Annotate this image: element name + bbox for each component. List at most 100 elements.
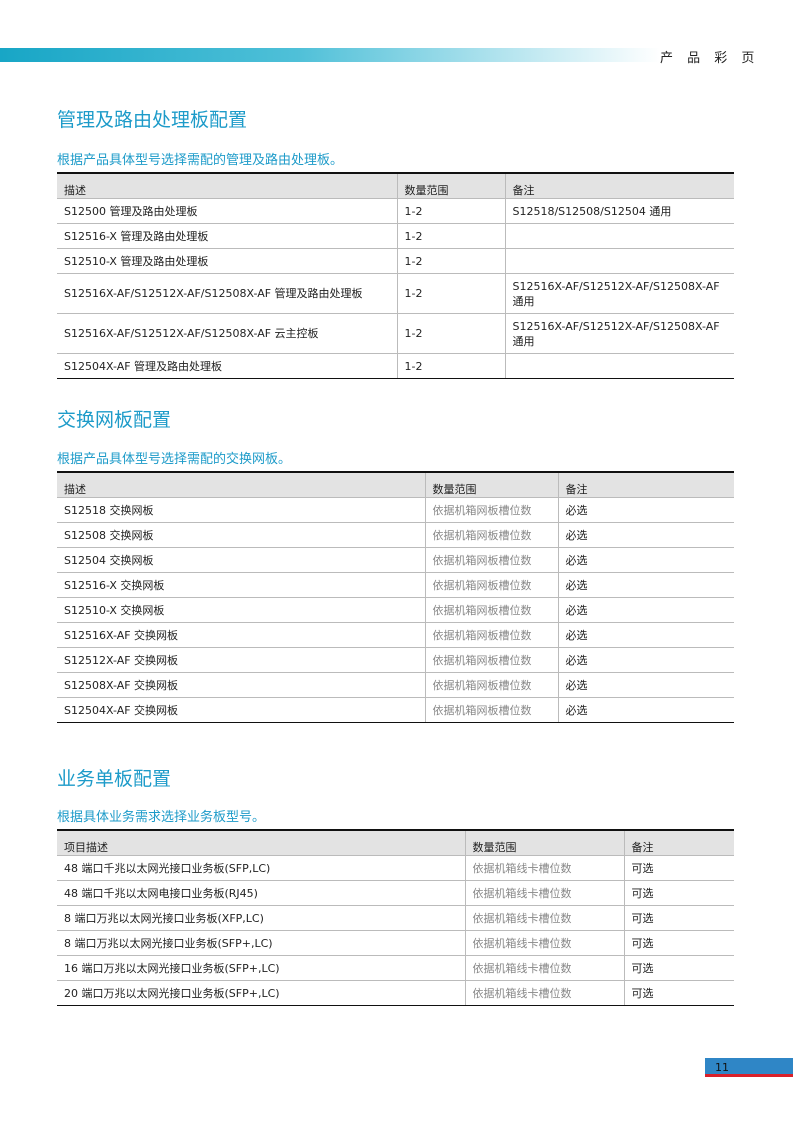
table-cell: 1-2 <box>396 198 505 224</box>
table-cell: S12512X-AF 交换网板 <box>57 647 425 673</box>
table-cell: S12504 交换网板 <box>57 547 425 573</box>
table-cell: S12504X-AF 交换网板 <box>57 697 425 723</box>
section-subtitle: 根据产品具体型号选择需配的管理及路由处理板。 <box>57 153 344 168</box>
table-cell: 可选 <box>623 880 734 906</box>
section-title: 业务单板配置 <box>57 768 172 790</box>
header-gradient-bar <box>0 48 660 62</box>
column-header: 备注 <box>504 173 734 199</box>
table-cell: 必选 <box>557 647 734 673</box>
table-row: S12516-X 管理及路由处理板 1-2 <box>57 223 734 249</box>
table-cell: 可选 <box>623 955 734 981</box>
column-header: 描述 <box>64 184 86 197</box>
table-row: S12508 交换网板 依据机箱网板槽位数 必选 <box>57 522 734 548</box>
table-row: 8 端口万兆以太网光接口业务板(XFP,LC) 依据机箱线卡槽位数 可选 <box>57 905 734 931</box>
table-cell: 48 端口千兆以太网电接口业务板(RJ45) <box>57 880 465 906</box>
table-cell: S12518/S12508/S12504 通用 <box>504 198 734 224</box>
column-header: 数量范围 <box>464 830 624 856</box>
table-row: 48 端口千兆以太网电接口业务板(RJ45) 依据机箱线卡槽位数 可选 <box>57 880 734 906</box>
table-row: S12508X-AF 交换网板 依据机箱网板槽位数 必选 <box>57 672 734 698</box>
header-label: 产 品 彩 页 <box>660 51 760 66</box>
table-cell: 依据机箱线卡槽位数 <box>464 980 624 1006</box>
table-row: S12510-X 管理及路由处理板 1-2 <box>57 248 734 274</box>
table-cell: 必选 <box>557 597 734 623</box>
table-row: S12516X-AF/S12512X-AF/S12508X-AF 云主控板 1-2… <box>57 313 734 354</box>
table-cell: 必选 <box>557 497 734 523</box>
table-header-row: 项目描述 数量范围 备注 <box>57 830 734 856</box>
table-cell <box>504 353 734 379</box>
table-cell: 8 端口万兆以太网光接口业务板(SFP+,LC) <box>57 930 465 956</box>
table-row: S12504X-AF 管理及路由处理板 1-2 <box>57 353 734 379</box>
section-title: 交换网板配置 <box>57 409 172 431</box>
table-cell: S12518 交换网板 <box>57 497 425 523</box>
table-cell: S12516X-AF/S12512X-AF/S12508X-AF 通用 <box>504 313 734 354</box>
page-number: 11 <box>705 1058 793 1077</box>
column-header: 数量范围 <box>424 472 558 498</box>
table-cell: S12508X-AF 交换网板 <box>57 672 425 698</box>
table-row: 16 端口万兆以太网光接口业务板(SFP+,LC) 依据机箱线卡槽位数 可选 <box>57 955 734 981</box>
table-cell: S12516X-AF/S12512X-AF/S12508X-AF 管理及路由处理… <box>57 273 397 314</box>
column-header: 项目描述 <box>64 841 108 854</box>
table-cell: 1-2 <box>396 313 505 354</box>
table-cell: 依据机箱网板槽位数 <box>424 497 558 523</box>
table-cell: S12516X-AF 交换网板 <box>57 622 425 648</box>
section-title: 管理及路由处理板配置 <box>57 109 248 131</box>
table-cell: S12510-X 交换网板 <box>57 597 425 623</box>
linecard-table: 项目描述 数量范围 备注 48 端口千兆以太网光接口业务板(SFP,LC) 依据机箱线卡… <box>57 829 734 1006</box>
table-cell: 可选 <box>623 855 734 881</box>
table-cell: 20 端口万兆以太网光接口业务板(SFP+,LC) <box>57 980 465 1006</box>
table-row: 48 端口千兆以太网光接口业务板(SFP,LC) 依据机箱线卡槽位数 可选 <box>57 855 734 881</box>
fabric-table: 描述 数量范围 备注 S12518 交换网板 依据机箱网板槽位数 必选 S12508 交换网… <box>57 471 734 723</box>
table-cell: S12516-X 交换网板 <box>57 572 425 598</box>
table-cell: 必选 <box>557 697 734 723</box>
table-cell: 依据机箱网板槽位数 <box>424 597 558 623</box>
table-row: 20 端口万兆以太网光接口业务板(SFP+,LC) 依据机箱线卡槽位数 可选 <box>57 980 734 1006</box>
table-cell: 1-2 <box>396 353 505 379</box>
table-cell: 依据机箱网板槽位数 <box>424 622 558 648</box>
column-header: 备注 <box>557 472 734 498</box>
table-cell: 可选 <box>623 930 734 956</box>
table-cell: 可选 <box>623 905 734 931</box>
table-cell: 1-2 <box>396 273 505 314</box>
table-cell: 1-2 <box>396 248 505 274</box>
table-cell: 依据机箱线卡槽位数 <box>464 855 624 881</box>
table-cell: S12516X-AF/S12512X-AF/S12508X-AF 云主控板 <box>57 313 397 354</box>
table-cell: 必选 <box>557 622 734 648</box>
mpu-table: 描述 数量范围 备注 S12500 管理及路由处理板 1-2 S12518/S12508/… <box>57 172 734 379</box>
table-cell: 依据机箱网板槽位数 <box>424 672 558 698</box>
table-cell: 8 端口万兆以太网光接口业务板(XFP,LC) <box>57 905 465 931</box>
table-cell: S12504X-AF 管理及路由处理板 <box>57 353 397 379</box>
table-row: S12504 交换网板 依据机箱网板槽位数 必选 <box>57 547 734 573</box>
column-header: 数量范围 <box>396 173 505 199</box>
table-row: 8 端口万兆以太网光接口业务板(SFP+,LC) 依据机箱线卡槽位数 可选 <box>57 930 734 956</box>
table-cell: 必选 <box>557 547 734 573</box>
table-cell: S12516-X 管理及路由处理板 <box>57 223 397 249</box>
table-cell: S12500 管理及路由处理板 <box>57 198 397 224</box>
table-row: S12512X-AF 交换网板 依据机箱网板槽位数 必选 <box>57 647 734 673</box>
section-subtitle: 根据具体业务需求选择业务板型号。 <box>57 810 266 825</box>
table-cell: 依据机箱网板槽位数 <box>424 547 558 573</box>
table-cell <box>504 223 734 249</box>
table-cell: 依据机箱网板槽位数 <box>424 697 558 723</box>
table-row: S12516X-AF 交换网板 依据机箱网板槽位数 必选 <box>57 622 734 648</box>
table-cell: 依据机箱线卡槽位数 <box>464 880 624 906</box>
table-cell: 必选 <box>557 522 734 548</box>
column-header: 描述 <box>64 483 86 496</box>
table-header-row: 描述 数量范围 备注 <box>57 173 734 199</box>
table-cell: 依据机箱网板槽位数 <box>424 647 558 673</box>
table-row: S12516X-AF/S12512X-AF/S12508X-AF 管理及路由处理… <box>57 273 734 314</box>
table-row: S12516-X 交换网板 依据机箱网板槽位数 必选 <box>57 572 734 598</box>
table-cell <box>504 248 734 274</box>
table-cell: 必选 <box>557 572 734 598</box>
table-cell: S12516X-AF/S12512X-AF/S12508X-AF 通用 <box>504 273 734 314</box>
table-cell: 依据机箱线卡槽位数 <box>464 930 624 956</box>
table-cell: 依据机箱网板槽位数 <box>424 572 558 598</box>
table-cell: 16 端口万兆以太网光接口业务板(SFP+,LC) <box>57 955 465 981</box>
table-cell: 48 端口千兆以太网光接口业务板(SFP,LC) <box>57 855 465 881</box>
table-cell: S12510-X 管理及路由处理板 <box>57 248 397 274</box>
section-subtitle: 根据产品具体型号选择需配的交换网板。 <box>57 452 292 467</box>
table-cell: 可选 <box>623 980 734 1006</box>
table-row: S12510-X 交换网板 依据机箱网板槽位数 必选 <box>57 597 734 623</box>
table-row: S12504X-AF 交换网板 依据机箱网板槽位数 必选 <box>57 697 734 723</box>
table-cell: S12508 交换网板 <box>57 522 425 548</box>
table-cell: 依据机箱线卡槽位数 <box>464 955 624 981</box>
